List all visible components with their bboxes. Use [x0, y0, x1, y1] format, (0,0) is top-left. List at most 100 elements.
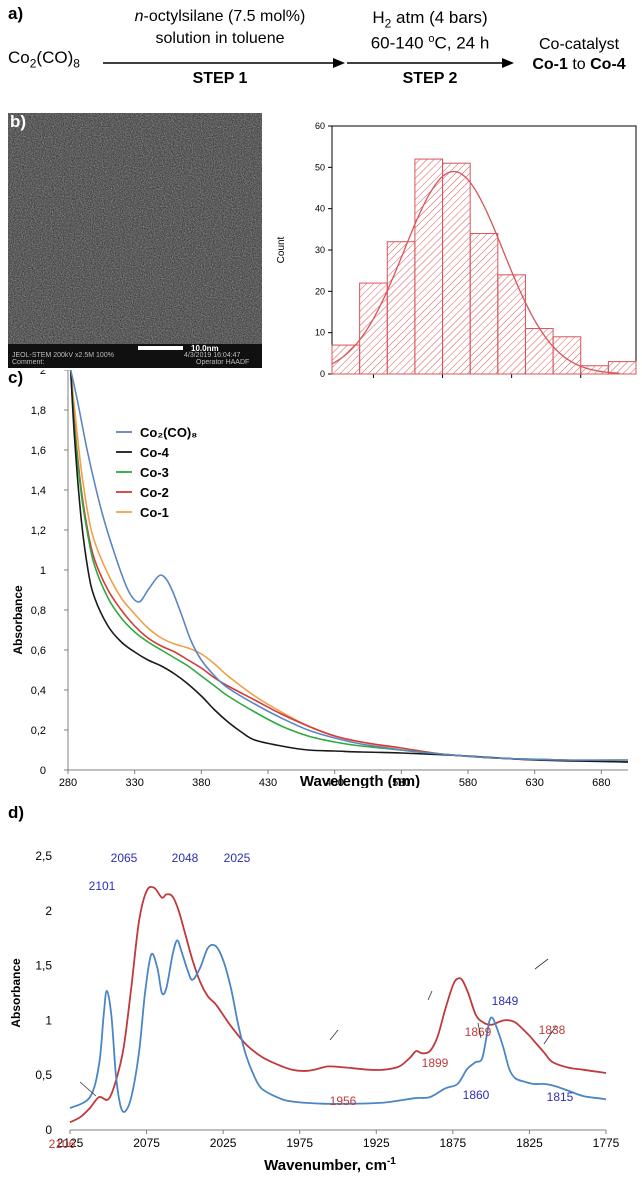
uv-xtick-label: 530 [392, 777, 410, 788]
uv-xtick-label: 430 [259, 777, 277, 788]
uv-legend-label: Co-2 [140, 485, 169, 500]
uv-ytick-label: 0,4 [31, 685, 46, 697]
ir-peak-annotation: 1899 [422, 1056, 449, 1070]
ir-xtick-label: 2025 [210, 1136, 237, 1150]
scheme-arrows [103, 58, 514, 68]
ir-xtick-label: 1825 [516, 1136, 543, 1150]
product-range: Co-1 to Co-4 [532, 56, 626, 73]
uv-xtick-label: 680 [592, 777, 610, 788]
histogram-bar [331, 344, 361, 375]
uv-xtick-label: 580 [459, 777, 477, 788]
ir-peak-annotation: 1869 [465, 1025, 492, 1039]
histogram-bar [607, 361, 637, 375]
uv-ytick-label: 0,8 [31, 605, 46, 617]
ir-ytick-label: 0,5 [35, 1068, 52, 1082]
histogram-bar [497, 274, 526, 375]
step1-reagent: n-octylsilane (7.5 mol%) [134, 8, 306, 25]
tem-operator: Operator HAADF [196, 359, 250, 366]
uv-ytick-label: 1,2 [31, 525, 46, 537]
ir-series-line [69, 885, 607, 1124]
ir-xtick-label: 2125 [57, 1136, 84, 1150]
uv-xlabel: Wavelength (nm) [300, 773, 420, 788]
uv-ylabel: Absorbance [11, 585, 25, 655]
ir-ytick-label: 2 [45, 904, 52, 918]
ir-xtick-label: 1975 [286, 1136, 313, 1150]
uv-xtick-label: 330 [125, 777, 143, 788]
ir-peak-annotation: 2101 [89, 879, 116, 893]
ir-xlabel: Wavenumber, cm-1 [264, 1156, 396, 1174]
ir-peak-annotation: 2065 [111, 851, 138, 865]
uv-ytick-label: 0,6 [31, 645, 46, 657]
ir-annotation-leader [79, 1081, 97, 1097]
ir-annotation-leader [543, 1025, 557, 1045]
ir-peak-annotation: 1815 [547, 1090, 574, 1104]
tem-noise-texture [8, 113, 262, 368]
panel-a-label: a) [8, 4, 24, 23]
tem-scale-bar [138, 346, 183, 350]
histogram-ytick-label: 20 [315, 286, 325, 296]
tem-micrograph: 10.0nm JEOL-STEM 200kV x2.5M 100% Commen… [8, 113, 262, 368]
histogram-bar [386, 241, 416, 375]
panel-b-label: b) [10, 112, 27, 131]
uv-ytick-label: 1,4 [31, 485, 46, 497]
step2-atmosphere: H2 atm (4 bars) [372, 8, 488, 31]
histogram-ylabel: Count [276, 236, 287, 263]
ir-annotation-leader [534, 958, 549, 970]
uv-xtick-label: 480 [325, 777, 343, 788]
step1-label: STEP 1 [192, 70, 248, 87]
ir-peak-annotation: 2058 [183, 838, 210, 840]
ir-annotation-leader [329, 1029, 339, 1041]
uv-ytick-label: 0 [40, 765, 46, 777]
ir-peak-annotation: 1860 [463, 1088, 490, 1102]
uv-legend-label: Co-3 [140, 465, 169, 480]
ir-peak-annotation: 2069 [135, 838, 162, 840]
ir-xtick-label: 1875 [440, 1136, 467, 1150]
step1-solvent: solution in toluene [155, 30, 285, 47]
uv-vis-spectra-chart: 0 0,2 0,4 0,6 0,8 1 1,2 1,4 1,6 1,8 2 280 330 380 430 4… [11, 370, 629, 788]
ir-peak-annotation: 2106 [49, 1137, 76, 1151]
tem-scale-label: 10.0nm [191, 344, 219, 353]
tem-info-bar: 10.0nm JEOL-STEM 200kV x2.5M 100% Commen… [8, 344, 262, 368]
step1-arrowhead [333, 58, 345, 68]
histogram-bar [469, 232, 499, 375]
ir-peak-annotation: 1956 [330, 1094, 357, 1108]
ir-xlabel-superscript: -1 [387, 1156, 396, 1167]
histogram-ytick-label: 30 [315, 245, 325, 255]
uv-xtick-label: 280 [59, 777, 77, 788]
histogram-gaussian-fit [331, 170, 620, 374]
uv-xtick-label: 380 [192, 777, 210, 788]
reactant-formula: Co2(CO)8 [8, 48, 80, 71]
uv-legend-label: Co-1 [140, 505, 169, 520]
ir-peak-annotation: 2025 [224, 851, 251, 865]
ir-peak-annotation: 1838 [539, 1023, 566, 1037]
ir-spectra-chart: 0 0,5 1 1,5 2 2,5 2125 2075 2025 1975 1925 1875 1825… [9, 838, 620, 1174]
uv-legend-label: Co-4 [140, 445, 170, 460]
histogram-bar [359, 282, 388, 375]
uv-ytick-label: 1,8 [31, 405, 46, 417]
ir-ylabel: Absorbance [9, 958, 23, 1028]
histogram-ytick-label: 10 [315, 328, 325, 338]
ir-series-line [69, 939, 607, 1113]
uv-xtick-label: 630 [525, 777, 543, 788]
ir-annotation-leader [427, 990, 433, 1001]
uv-ytick-label: 1 [40, 565, 46, 577]
histogram-bar [414, 158, 444, 375]
histogram-ytick-label: 0 [320, 369, 325, 379]
ir-peak-annotation: 2048 [172, 851, 199, 865]
histogram-ytick-label: 50 [315, 162, 325, 172]
ir-xtick-label: 2075 [133, 1136, 160, 1150]
histogram-bar [524, 328, 554, 375]
tem-comment: Comment: [12, 359, 45, 366]
panel-c-label: c) [8, 368, 24, 387]
ir-peak-annotation: 1849 [492, 994, 519, 1008]
ir-xtick-label: 1925 [363, 1136, 390, 1150]
histogram-ytick-label: 60 [315, 121, 325, 131]
step2-arrowhead [502, 58, 514, 68]
uv-series-line [69, 370, 629, 761]
ir-ytick-label: 2,5 [35, 849, 52, 863]
ir-xtick-label: 1775 [593, 1136, 620, 1150]
uv-ytick-label: 1,6 [31, 445, 46, 457]
tem-instrument-info: JEOL-STEM 200kV x2.5M 100% [12, 352, 114, 359]
tem-date: 4/3/2019 16:04:47 [184, 352, 241, 359]
